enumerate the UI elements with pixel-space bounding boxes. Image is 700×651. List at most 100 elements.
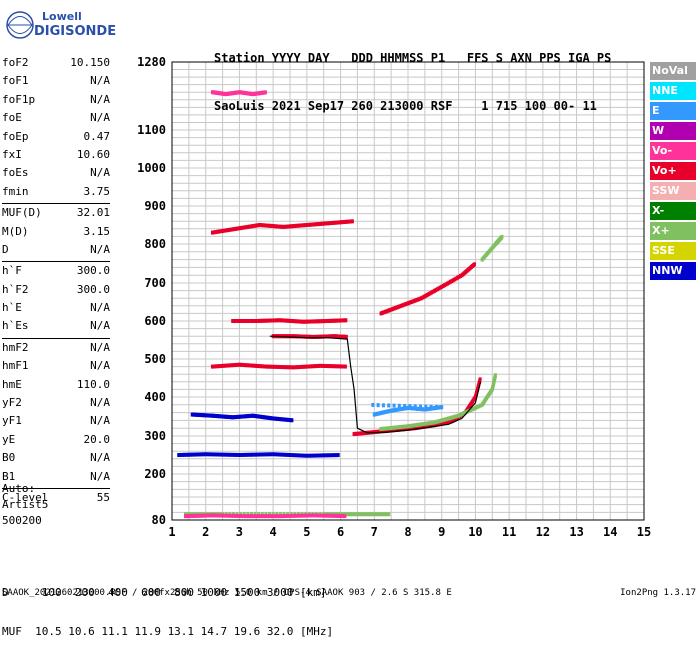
data-point [460, 412, 464, 417]
data-point [291, 319, 295, 324]
data-point [278, 364, 282, 369]
data-point [268, 223, 272, 228]
data-point [285, 224, 289, 229]
data-point [244, 514, 248, 519]
legend-item: SSE [650, 242, 696, 260]
data-point [421, 422, 425, 427]
data-point [305, 223, 309, 227]
param-label: MUF(D) [2, 206, 42, 220]
data-point [273, 318, 277, 323]
data-point [413, 404, 417, 409]
data-point [257, 364, 261, 369]
data-point [340, 220, 344, 225]
footer-info: SAAOK_2021260213000.RSF / 280fx256h 50 k… [2, 588, 452, 598]
x-tick-label: 7 [371, 525, 378, 539]
data-point [301, 319, 305, 324]
data-point [251, 514, 255, 519]
data-point [381, 403, 385, 408]
data-point [242, 225, 246, 230]
data-point [261, 514, 265, 519]
data-point [337, 220, 341, 225]
data-point [353, 512, 357, 517]
data-point [252, 452, 256, 457]
data-point [218, 364, 222, 369]
data-point [221, 452, 225, 457]
data-point [271, 224, 275, 229]
param-row: yE 20.0 [2, 431, 110, 449]
data-point [256, 223, 260, 228]
param-label: B0 [2, 451, 16, 465]
data-point [210, 364, 214, 369]
data-point [423, 421, 427, 426]
data-point [226, 228, 230, 233]
param-value: N/A [90, 74, 110, 88]
data-point [220, 363, 224, 368]
data-point [371, 402, 375, 407]
data-point [389, 426, 393, 431]
data-point [468, 408, 472, 413]
legend-item: NNW [650, 262, 696, 280]
param-label: h`Es [2, 319, 29, 333]
data-point [463, 410, 467, 415]
data-point [183, 514, 187, 519]
legend-item: X- [650, 202, 696, 220]
param-value: N/A [90, 340, 110, 354]
data-point [441, 417, 445, 422]
param-row: foEs N/A [2, 164, 110, 182]
data-point [186, 452, 190, 457]
trace-line [269, 335, 482, 434]
data-point [346, 512, 350, 517]
data-point [406, 424, 410, 429]
data-point [400, 424, 404, 429]
param-label: foF1 [2, 74, 29, 88]
data-point [302, 513, 306, 518]
data-point [312, 222, 316, 227]
data-point [328, 221, 332, 226]
data-point [232, 227, 236, 232]
data-point [245, 452, 249, 457]
data-point [419, 404, 423, 409]
param-value: 3.75 [83, 184, 111, 198]
data-point [304, 513, 308, 518]
y-tick-label: 500 [144, 352, 166, 366]
data-point [316, 513, 320, 518]
data-point [223, 452, 227, 457]
data-point [249, 363, 253, 368]
param-value: 300.0 [76, 282, 110, 296]
param-value: N/A [90, 396, 110, 410]
data-point [278, 318, 282, 323]
x-tick-label: 4 [270, 525, 277, 539]
data-point [339, 220, 343, 225]
x-tick-label: 9 [438, 525, 445, 539]
data-point [217, 229, 221, 234]
data-point [295, 319, 299, 324]
data-point [391, 425, 395, 430]
data-point [327, 453, 331, 458]
data-point [331, 513, 335, 518]
data-point [234, 362, 238, 367]
y-tick-labels: 80 200 300 400 500 600 700 800 900 1000 1100 1280 [137, 55, 166, 527]
data-point [249, 452, 253, 457]
y-tick-label: 800 [144, 237, 166, 251]
data-point [249, 224, 253, 229]
data-point [300, 453, 304, 458]
data-point [323, 221, 327, 226]
data-point [462, 411, 466, 416]
data-point [289, 365, 293, 370]
param-label: foE [2, 111, 22, 125]
data-point [453, 414, 457, 419]
param-value: 10.150 [70, 56, 110, 69]
data-point [392, 403, 396, 408]
data-point [472, 262, 476, 267]
param-label: h`F [2, 264, 22, 278]
data-point [219, 229, 223, 234]
data-point [245, 363, 249, 368]
data-point [237, 362, 241, 367]
data-point [307, 513, 311, 518]
data-point [412, 423, 416, 428]
data-point [320, 319, 324, 324]
data-point [237, 319, 241, 323]
data-point [274, 364, 278, 369]
data-point [457, 413, 461, 418]
param-row: h`F 300.0 [2, 262, 110, 280]
